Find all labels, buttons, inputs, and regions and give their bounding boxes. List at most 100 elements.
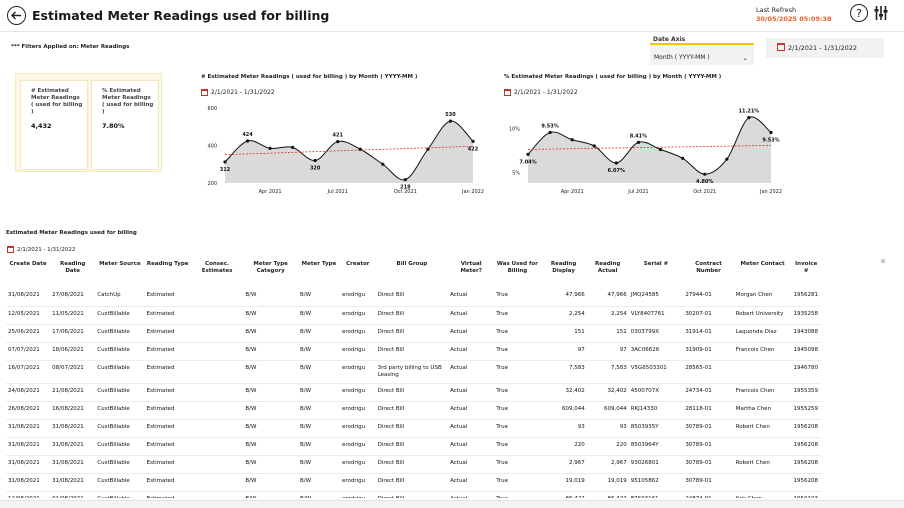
count-by-month-chart[interactable]: 312 424 320 421 218 530 422 600 400 200 Apr 2021 Ju… <box>195 100 485 200</box>
table-cell: B/W <box>243 324 298 343</box>
table-cell: erodrigu <box>339 419 376 438</box>
table-cell <box>190 437 244 456</box>
table-cell: Actual <box>448 324 495 343</box>
table-cell: Martha Chen <box>733 401 792 420</box>
scrollbar[interactable] <box>881 259 885 263</box>
column-header[interactable]: Create Date <box>9 261 47 267</box>
date-axis-dropdown[interactable]: Month ( YYYY-MM ) ⌄ <box>650 43 754 65</box>
table-cell: CustBillable <box>95 306 145 325</box>
table-row[interactable]: 12/08/202101/08/2021CustBillableEstimate… <box>6 491 821 498</box>
table-row[interactable]: 31/08/2021 27/08/2021 CatchUp Estimated B/W B… <box>6 288 821 307</box>
table-cell: 609,044 <box>586 401 629 420</box>
column-header[interactable]: Contract Number <box>695 261 722 274</box>
table-cell: 16/08/2021 <box>50 401 96 420</box>
help-button[interactable]: ? <box>850 4 868 22</box>
table-row[interactable]: 31/08/2021 31/08/2021 CustBillable Estimate… <box>6 437 821 456</box>
table-cell: 1956208 <box>791 473 821 492</box>
table-cell: 28565-01 <box>683 360 734 384</box>
column-header[interactable]: Bill Group <box>396 261 428 267</box>
data-point <box>769 130 773 135</box>
column-header[interactable]: Invoice # <box>795 261 818 274</box>
table-cell: B/W <box>243 473 298 492</box>
table-row[interactable]: 31/08/2021 31/08/2021 CustBillable Estimate… <box>6 419 821 438</box>
column-header[interactable]: Serial # <box>643 261 669 267</box>
data-label: 218 <box>400 185 411 191</box>
table-row[interactable]: 31/08/2021 31/08/2021 CustBillable Estimate… <box>6 455 821 474</box>
table-cell: 01/08/2021 <box>50 491 96 498</box>
column-header[interactable]: Virtual Meter? <box>460 261 482 274</box>
data-label: 421 <box>333 133 344 139</box>
table-cell: 97 <box>586 342 629 361</box>
table-row[interactable]: 26/08/2021 16/08/2021 CustBillable Estimate… <box>6 401 821 420</box>
y-tick-label: 5% <box>512 170 520 176</box>
y-tick-label: 600 <box>207 106 217 112</box>
calendar-icon <box>504 89 511 96</box>
column-header[interactable]: Meter Type Category <box>253 261 288 274</box>
table-cell: B/W <box>243 437 298 456</box>
table-row[interactable]: 16/07/2021 08/07/2021 CustBillable Estimate… <box>6 360 821 384</box>
table-cell: erodrigu <box>339 401 376 420</box>
column-header[interactable]: Consec. Estimates <box>201 261 233 274</box>
table-cell: 609,044 <box>540 401 587 420</box>
column-header[interactable]: Meter Type <box>301 261 337 267</box>
table-row[interactable]: 12/05/2021 11/05/2021 CustBillable Estimate… <box>6 306 821 325</box>
table-cell <box>190 306 244 325</box>
back-button[interactable] <box>7 6 26 25</box>
data-label: 11.21% <box>738 109 759 115</box>
table-cell: 1956281 <box>791 288 821 307</box>
column-header[interactable]: Meter Contact <box>740 261 785 267</box>
area-fill <box>528 116 771 183</box>
table-cell: JMQ24585 <box>628 288 684 307</box>
filter-sliders-icon[interactable] <box>874 5 888 21</box>
data-label: 6.07% <box>608 168 625 174</box>
table-cell: Estimated <box>144 306 191 325</box>
table-cell: 8503935Y <box>628 419 684 438</box>
table-cell: Estimated <box>144 419 191 438</box>
column-header[interactable]: Reading Display <box>550 261 577 274</box>
date-range-filter[interactable]: 2/1/2021 - 1/31/2022 <box>766 38 884 58</box>
table-cell: 32,402 <box>586 383 629 402</box>
data-point <box>268 146 272 150</box>
table-cell: CustBillable <box>95 342 145 361</box>
percent-by-month-chart[interactable]: 7.04% 9.53% 6.07% 8.41% 4.80% 11.21% 9.53% 10% 5… <box>498 100 793 200</box>
table-cell: True <box>494 401 541 420</box>
column-header[interactable]: Creator <box>346 261 370 267</box>
table-cell: Actual <box>448 401 495 420</box>
table-cell: Estimated <box>144 473 191 492</box>
data-label: 320 <box>310 166 321 172</box>
table-cell: 30789-01 <box>683 455 734 474</box>
filters-applied-note: *** Filters Applied on: Meter Readings <box>11 44 130 50</box>
table-row[interactable]: 24/08/2021 21/08/2021 CustBillable Estimate… <box>6 383 821 402</box>
column-header[interactable]: Reading Actual <box>595 261 621 274</box>
column-header[interactable]: Was Used for Billing <box>496 261 538 274</box>
data-label: 422 <box>468 146 479 152</box>
table-cell: 12/05/2021 <box>6 306 51 325</box>
column-header[interactable]: Meter Source <box>99 261 141 267</box>
table-cell: Actual <box>448 437 495 456</box>
table-row[interactable]: 25/06/2021 17/06/2021 CustBillable Estimate… <box>6 324 821 343</box>
horizontal-scrollbar[interactable] <box>0 500 904 508</box>
table-row[interactable]: 31/08/2021 31/08/2021 CustBillable Estimate… <box>6 473 821 492</box>
top-bar: Estimated Meter Readings used for billin… <box>0 0 904 32</box>
table-row[interactable]: 07/07/2021 18/06/2021 CustBillable Estimate… <box>6 342 821 361</box>
table-cell: Actual <box>448 491 495 498</box>
table-cell: True <box>494 419 541 438</box>
data-label: 530 <box>445 112 456 118</box>
column-header[interactable]: Reading Date <box>60 261 86 274</box>
table-range-text: 2/1/2021 - 1/31/2022 <box>17 247 76 253</box>
table-cell <box>190 401 244 420</box>
table-cell: Direct Bill <box>375 383 449 402</box>
table-cell: 1946780 <box>791 360 821 384</box>
kpi-card-count: # Estimated Meter Readings ( used for bi… <box>20 80 88 170</box>
table-cell: CatchUp <box>95 288 145 307</box>
table-cell: Actual <box>448 288 495 307</box>
table-cell: B/W <box>297 342 340 361</box>
table-cell: erodrigu <box>339 473 376 492</box>
table-cell: 1935258 <box>791 306 821 325</box>
table-cell: 3AC06626 <box>628 342 684 361</box>
chart-title: % Estimated Meter Readings ( used for bi… <box>504 74 722 80</box>
table-cell: Direct Bill <box>375 437 449 456</box>
table-cell: Estimated <box>144 360 191 384</box>
table-cell: Direct Bill <box>375 324 449 343</box>
column-header[interactable]: Reading Type <box>146 261 189 267</box>
